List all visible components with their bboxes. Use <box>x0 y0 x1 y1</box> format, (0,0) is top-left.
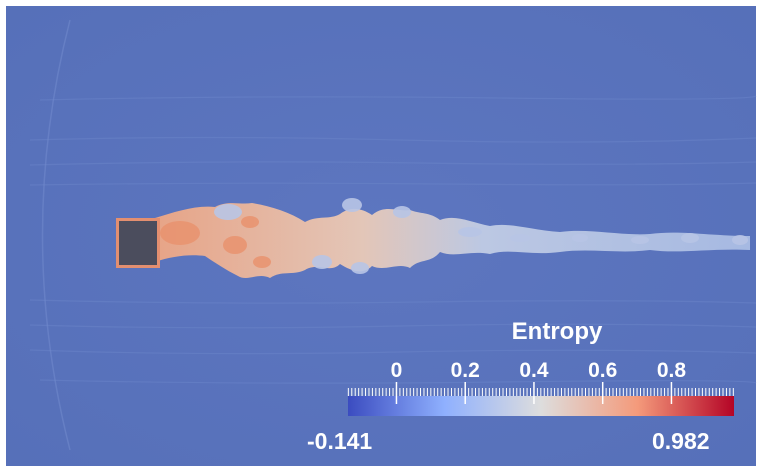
wake-eddies <box>214 198 748 274</box>
wake-hot-patches <box>160 216 271 268</box>
range-max-label: 0.982 <box>652 428 710 454</box>
bluff-body <box>119 221 157 265</box>
tick-label-0.2: 0.2 <box>450 359 480 382</box>
legend-title: Entropy <box>511 318 603 345</box>
bow-shock <box>41 19 71 451</box>
freestream-streaks <box>29 95 757 384</box>
wake-core <box>155 203 750 278</box>
colorbar-ticks <box>347 382 734 404</box>
tick-label-0.8: 0.8 <box>656 359 687 382</box>
tick-label-0.4: 0.4 <box>519 359 549 382</box>
colorbar <box>347 382 734 416</box>
tick-label-0: 0 <box>390 359 403 382</box>
colorbar-gradient <box>348 396 734 416</box>
range-min-label: -0.141 <box>307 428 373 454</box>
tick-label-0.6: 0.6 <box>588 359 618 382</box>
